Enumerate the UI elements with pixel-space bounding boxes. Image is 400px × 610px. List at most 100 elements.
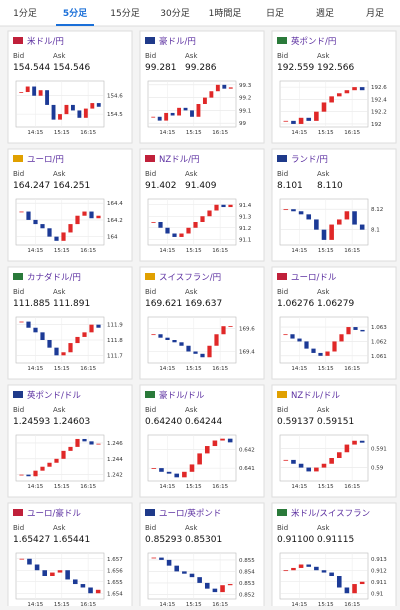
candle (359, 87, 365, 91)
y-tick-label: 1.654 (107, 591, 123, 597)
candle (336, 93, 342, 97)
bid-value: 164.247 (13, 181, 50, 191)
pair-title[interactable]: NZドル/ドル (291, 391, 341, 401)
candle (215, 84, 220, 92)
candle (40, 332, 45, 340)
pair-title[interactable]: カナダドル/円 (27, 272, 81, 283)
card[interactable] (271, 384, 397, 498)
candle (311, 348, 316, 353)
x-tick-label: 15:15 (318, 602, 334, 606)
card[interactable] (271, 502, 397, 610)
pair-title[interactable]: 豪ドル/ドル (159, 390, 205, 401)
tab[interactable]: 1時間足 (209, 8, 242, 19)
bid-value: 1.65427 (13, 535, 50, 545)
plot-frame (279, 198, 369, 246)
candle (189, 464, 195, 472)
pair-title[interactable]: ユーロ/円 (27, 155, 64, 165)
pair-title[interactable]: 米ドル/円 (27, 36, 64, 47)
x-tick-label: 14:15 (291, 248, 307, 254)
pair-title[interactable]: スイスフラン/円 (159, 273, 221, 283)
pair-title[interactable]: NZドル/円 (159, 155, 200, 165)
candle (165, 337, 170, 340)
card[interactable] (271, 148, 397, 262)
candle (314, 566, 319, 571)
pair-title[interactable]: 米ドル/スイスフラン (291, 508, 370, 519)
pair-title[interactable]: 英ポンド/ドル (27, 390, 81, 401)
candle (51, 104, 56, 120)
candle (196, 104, 201, 117)
bid-label: Bid (145, 406, 156, 414)
candle (214, 334, 219, 346)
pair-title[interactable]: ユーロ/豪ドル (27, 508, 81, 519)
plot-frame (15, 80, 105, 128)
candle (360, 329, 365, 332)
candle (228, 326, 233, 327)
ask-label: Ask (53, 52, 66, 60)
tab[interactable]: 週足 (316, 8, 334, 19)
flag (277, 155, 287, 162)
ask-label: Ask (317, 170, 330, 178)
candle (336, 576, 342, 588)
bid-label: Bid (145, 52, 156, 60)
candle (193, 222, 198, 228)
candle (207, 345, 212, 358)
tab[interactable]: 30分足 (160, 8, 189, 19)
tab[interactable]: 日足 (266, 8, 284, 19)
candle (314, 111, 319, 121)
y-tick-label: 91.1 (239, 237, 251, 243)
candle (291, 120, 296, 124)
pair-title[interactable]: 豪ドル/円 (159, 36, 196, 47)
x-tick-label: 16:15 (344, 130, 360, 136)
candle (318, 352, 323, 356)
candle (332, 341, 337, 352)
pair-title[interactable]: ユーロ/英ポンド (159, 508, 221, 519)
bid-value: 111.885 (13, 299, 50, 309)
candle (88, 587, 93, 594)
candle (64, 104, 69, 115)
candle (298, 463, 304, 468)
bid-value: 0.85293 (145, 535, 182, 545)
candle (75, 438, 80, 447)
candle (75, 215, 80, 225)
candle (202, 97, 207, 104)
card[interactable] (139, 502, 265, 610)
y-tick-label: 111.7 (107, 353, 123, 359)
tab[interactable]: 月足 (366, 8, 384, 19)
card[interactable] (7, 502, 133, 610)
card[interactable] (139, 266, 265, 380)
candle (182, 571, 187, 574)
candle (228, 87, 233, 89)
candle (26, 211, 31, 220)
y-tick-label: 0.59 (371, 466, 384, 472)
candle (32, 86, 37, 96)
candle (33, 470, 38, 477)
ask-label: Ask (53, 406, 66, 414)
card[interactable] (139, 384, 265, 498)
x-tick-label: 15:15 (54, 248, 70, 254)
pair-title[interactable]: ランド/円 (291, 155, 328, 165)
card[interactable] (139, 30, 265, 144)
y-tick-label: 0.854 (239, 569, 255, 575)
ask-value: 8.110 (317, 181, 343, 191)
card[interactable] (7, 148, 133, 262)
candle (159, 557, 164, 560)
plot-frame (147, 434, 237, 482)
pair-title[interactable]: 英ポンド/円 (291, 36, 336, 47)
card[interactable] (7, 384, 133, 498)
candle (344, 90, 350, 94)
x-tick-label: 16:15 (212, 248, 228, 254)
candle (339, 334, 344, 342)
x-tick-label: 15:15 (318, 484, 334, 490)
pair-title[interactable]: ユーロ/ドル (291, 273, 337, 283)
tab[interactable]: 5分足 (63, 7, 88, 19)
tab[interactable]: 15分足 (110, 8, 139, 19)
candle (298, 117, 304, 124)
y-tick-label: 0.641 (239, 466, 255, 472)
candle (283, 209, 289, 211)
x-tick-label: 14:15 (159, 248, 175, 254)
ask-value: 1.06279 (317, 299, 354, 309)
card[interactable] (271, 266, 397, 380)
x-tick-label: 16:15 (344, 484, 360, 490)
ask-label: Ask (53, 170, 66, 178)
tab[interactable]: 1分足 (13, 8, 37, 19)
